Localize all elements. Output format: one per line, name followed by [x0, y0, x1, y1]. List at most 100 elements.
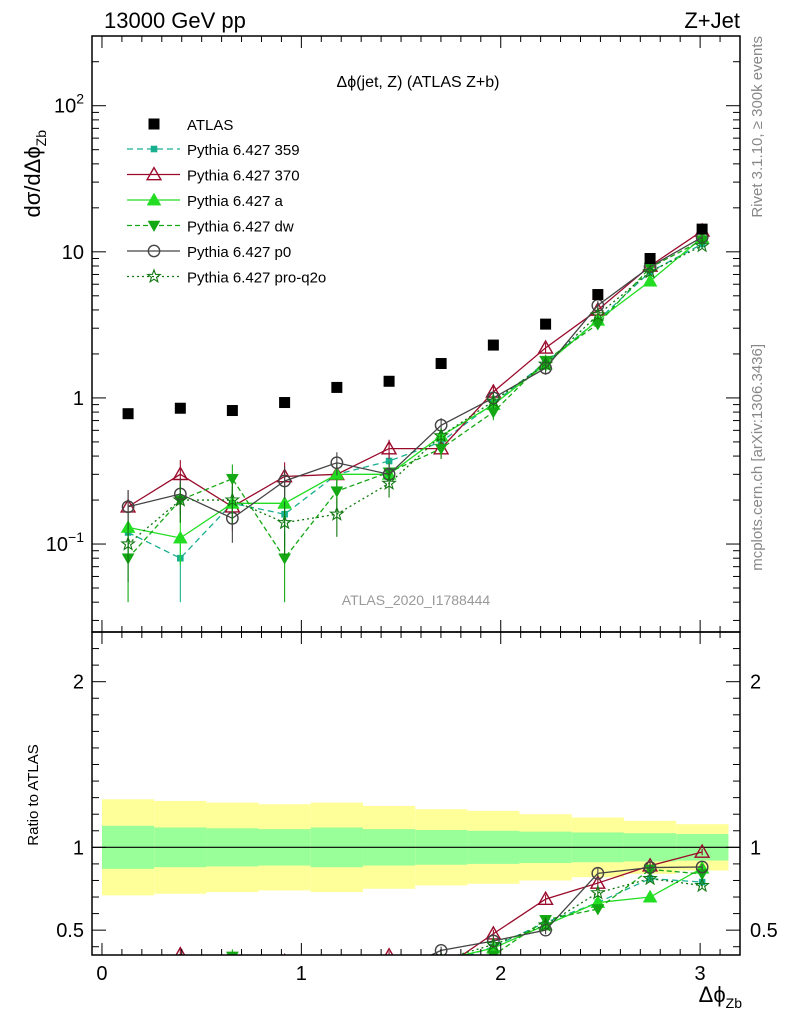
ratio-point-pythia-6-427-p0	[591, 866, 605, 880]
ratio-y-tick-label: 1	[73, 837, 84, 859]
ratio-point-pythia-6-427-370	[225, 970, 239, 982]
series-point-pythia-6-427-dw	[591, 319, 605, 331]
ratio-point-pythia-6-427-dw	[279, 994, 291, 1005]
ratio-point-pythia-6-427-pro-q2o	[485, 936, 502, 952]
ratio-line-pythia-6-427-p0	[429, 866, 703, 955]
series-line-pythia-6-427-359	[127, 243, 703, 559]
ratio-y-tick-label: 2	[73, 672, 84, 694]
ratio-point-pythia-6-427-pro-q2o	[278, 981, 291, 993]
series-point-pythia-6-427-pro-q2o	[172, 491, 189, 507]
ratio-point-pythia-6-427-370	[330, 964, 344, 976]
y-tick-label-base: 10	[62, 242, 84, 264]
legend-label-pythia-6-427-a: Pythia 6.427 a	[187, 193, 284, 210]
series-point-pythia-6-427-dw	[434, 443, 448, 456]
x-tick-label: 3	[695, 963, 706, 985]
series-point-pythia-6-427-pro-q2o	[694, 237, 710, 253]
y-tick-label-exponent: −1	[68, 529, 84, 545]
data-point-atlas	[174, 402, 186, 414]
series-point-pythia-6-427-pro-q2o	[329, 505, 345, 521]
watermark: ATLAS_2020_I1788444	[342, 592, 491, 608]
legend-marker-pythia-6-427-359	[150, 145, 158, 153]
ratio-point-pythia-6-427-359	[698, 878, 706, 886]
y-axis-label: dσ/dΔϕZb	[20, 130, 49, 218]
ratio-point-pythia-6-427-370	[175, 946, 186, 955]
ratio-point-pythia-6-427-a	[173, 985, 187, 997]
series-point-pythia-6-427-370	[380, 440, 398, 455]
ratio-point-pythia-6-427-pro-q2o	[226, 966, 239, 978]
data-point-atlas	[226, 405, 238, 417]
ratio-point-pythia-6-427-p0	[695, 860, 709, 874]
ratio-point-pythia-6-427-a	[121, 978, 135, 990]
ratio-point-pythia-6-427-dw	[383, 969, 395, 980]
legend-label-atlas: ATLAS	[187, 117, 233, 134]
ratio-point-pythia-6-427-a	[382, 968, 396, 980]
legend-marker-pythia-6-427-a	[146, 192, 162, 206]
ratio-point-pythia-6-427-dw	[539, 915, 553, 927]
series-point-pythia-6-427-370	[537, 339, 554, 354]
legend-label-pythia-6-427-pro-q2o: Pythia 6.427 pro-q2o	[187, 270, 326, 287]
legend-label-pythia-6-427-p0: Pythia 6.427 p0	[187, 244, 291, 261]
ratio-y-tick-label-right: 0.5	[750, 920, 778, 942]
header-right: Z+Jet	[684, 8, 740, 33]
ratio-point-pythia-6-427-pro-q2o	[537, 916, 554, 932]
series-point-pythia-6-427-pro-q2o	[433, 427, 449, 443]
series-point-pythia-6-427-pro-q2o	[590, 306, 606, 322]
data-point-atlas	[487, 339, 499, 351]
ratio-point-pythia-6-427-359	[334, 968, 341, 975]
series-point-pythia-6-427-a	[172, 530, 188, 544]
y-tick-label-exponent: 2	[76, 91, 84, 107]
legend-label-pythia-6-427-359: Pythia 6.427 359	[187, 142, 300, 159]
series-point-pythia-6-427-p0	[278, 474, 292, 488]
ratio-point-pythia-6-427-359	[386, 963, 393, 970]
legend-marker-pythia-6-427-p0	[147, 244, 161, 258]
ratio-point-pythia-6-427-pro-q2o	[331, 984, 344, 996]
series-point-pythia-6-427-dw	[330, 486, 344, 498]
data-point-atlas	[122, 408, 134, 420]
ratio-y-tick-label-right: 2	[750, 672, 761, 694]
series-point-pythia-6-427-a	[642, 273, 658, 287]
data-point-atlas	[592, 289, 604, 301]
series-line-pythia-6-427-370	[127, 230, 703, 508]
ratio-point-pythia-6-427-p0	[122, 969, 133, 980]
y-tick-label: 1	[73, 388, 84, 410]
ratio-point-pythia-6-427-359	[177, 994, 184, 1001]
legend-marker-pythia-6-427-dw	[147, 220, 161, 233]
x-axis-label-sub: Zb	[726, 995, 743, 1011]
header-left: 13000 GeV pp	[104, 8, 246, 33]
y-tick-label-base: 10	[54, 96, 76, 118]
ratio-point-pythia-6-427-pro-q2o	[383, 973, 396, 985]
series-point-pythia-6-427-dw	[278, 553, 292, 565]
series-point-pythia-6-427-pro-q2o	[276, 514, 293, 530]
ratio-point-pythia-6-427-pro-q2o	[122, 985, 135, 997]
ratio-point-pythia-6-427-p0	[279, 959, 290, 970]
legend-label-pythia-6-427-370: Pythia 6.427 370	[187, 168, 300, 185]
legend-marker-atlas	[148, 118, 160, 130]
series-point-pythia-6-427-dw	[225, 473, 239, 486]
data-point-atlas	[644, 253, 656, 265]
ratio-frame	[91, 631, 741, 956]
ratio-point-pythia-6-427-dw	[331, 976, 343, 987]
ratio-point-pythia-6-427-pro-q2o	[642, 870, 658, 886]
series-point-pythia-6-427-p0	[330, 456, 344, 470]
series-point-pythia-6-427-pro-q2o	[224, 491, 241, 507]
series-point-pythia-6-427-p0	[121, 500, 135, 514]
ratio-point-pythia-6-427-370	[121, 968, 135, 980]
data-point-atlas	[435, 358, 447, 370]
ratio-point-pythia-6-427-p0	[434, 943, 448, 955]
y-axis-label-main: dσ/dΔϕ	[20, 146, 45, 217]
series-point-pythia-6-427-pro-q2o	[381, 475, 397, 491]
ratio-point-pythia-6-427-dw	[591, 904, 605, 916]
series-line-pythia-6-427-pro-q2o	[127, 245, 703, 545]
x-axis-label-main: Δϕ	[699, 982, 726, 1007]
x-tick-label: 0	[96, 963, 107, 985]
main-title: Δϕ(jet, Z) (ATLAS Z+b)	[337, 74, 500, 91]
ratio-point-pythia-6-427-pro-q2o	[590, 884, 606, 900]
ratio-point-pythia-6-427-370	[434, 963, 448, 975]
ratio-line-pythia-6-427-359	[467, 877, 703, 955]
legend-marker-pythia-6-427-370	[145, 166, 163, 181]
ratio-point-pythia-6-427-dw	[174, 970, 186, 981]
ratio-point-pythia-6-427-p0	[383, 969, 394, 980]
data-point-atlas	[383, 375, 395, 387]
ratio-point-pythia-6-427-359	[125, 984, 132, 991]
series-point-pythia-6-427-359	[385, 457, 393, 465]
